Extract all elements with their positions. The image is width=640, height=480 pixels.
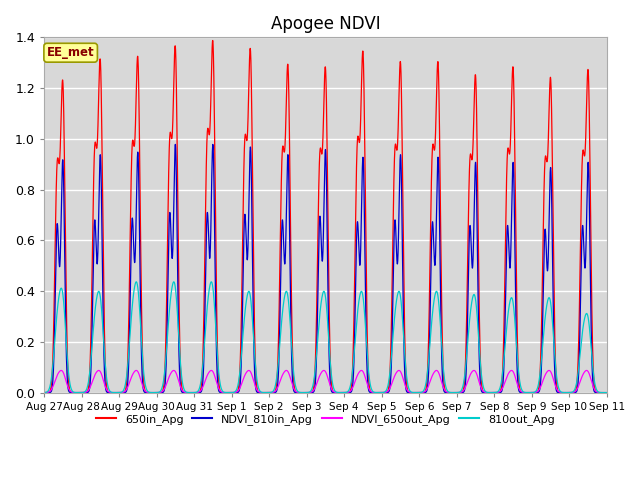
650in_Apg <box>143 389 150 395</box>
650in_Apg <box>378 390 385 396</box>
Text: EE_met: EE_met <box>47 46 95 59</box>
810out_Apg <box>503 321 511 327</box>
810out_Apg <box>255 387 263 393</box>
810out_Apg <box>460 376 468 382</box>
810out_Apg <box>406 388 414 394</box>
NDVI_650out_Apg <box>378 390 385 396</box>
810out_Apg <box>603 390 611 396</box>
Line: 810out_Apg: 810out_Apg <box>44 282 607 393</box>
NDVI_650out_Apg <box>406 389 414 395</box>
NDVI_810in_Apg <box>503 231 511 237</box>
810out_Apg <box>143 386 150 392</box>
650in_Apg <box>406 390 414 396</box>
NDVI_650out_Apg <box>255 389 263 395</box>
650in_Apg <box>603 390 611 396</box>
Line: NDVI_650out_Apg: NDVI_650out_Apg <box>44 371 607 393</box>
NDVI_810in_Apg <box>378 390 385 396</box>
650in_Apg <box>460 382 468 387</box>
NDVI_810in_Apg <box>172 142 179 147</box>
NDVI_810in_Apg <box>143 390 150 396</box>
810out_Apg <box>40 390 48 396</box>
Line: NDVI_810in_Apg: NDVI_810in_Apg <box>44 144 607 393</box>
Legend: 650in_Apg, NDVI_810in_Apg, NDVI_650out_Apg, 810out_Apg: 650in_Apg, NDVI_810in_Apg, NDVI_650out_A… <box>92 410 559 430</box>
NDVI_810in_Apg <box>460 388 468 394</box>
810out_Apg <box>132 279 140 285</box>
NDVI_650out_Apg <box>545 368 553 373</box>
NDVI_650out_Apg <box>40 390 48 396</box>
NDVI_810in_Apg <box>406 390 414 396</box>
650in_Apg <box>40 390 48 396</box>
Line: 650in_Apg: 650in_Apg <box>44 40 607 393</box>
NDVI_810in_Apg <box>40 390 48 396</box>
Title: Apogee NDVI: Apogee NDVI <box>271 15 380 33</box>
810out_Apg <box>378 390 385 396</box>
NDVI_650out_Apg <box>143 389 150 395</box>
NDVI_650out_Apg <box>603 390 611 396</box>
650in_Apg <box>503 162 511 168</box>
NDVI_810in_Apg <box>603 390 611 396</box>
NDVI_650out_Apg <box>460 387 468 393</box>
650in_Apg <box>255 390 263 396</box>
650in_Apg <box>209 37 216 43</box>
NDVI_650out_Apg <box>503 374 511 380</box>
NDVI_810in_Apg <box>255 390 263 396</box>
